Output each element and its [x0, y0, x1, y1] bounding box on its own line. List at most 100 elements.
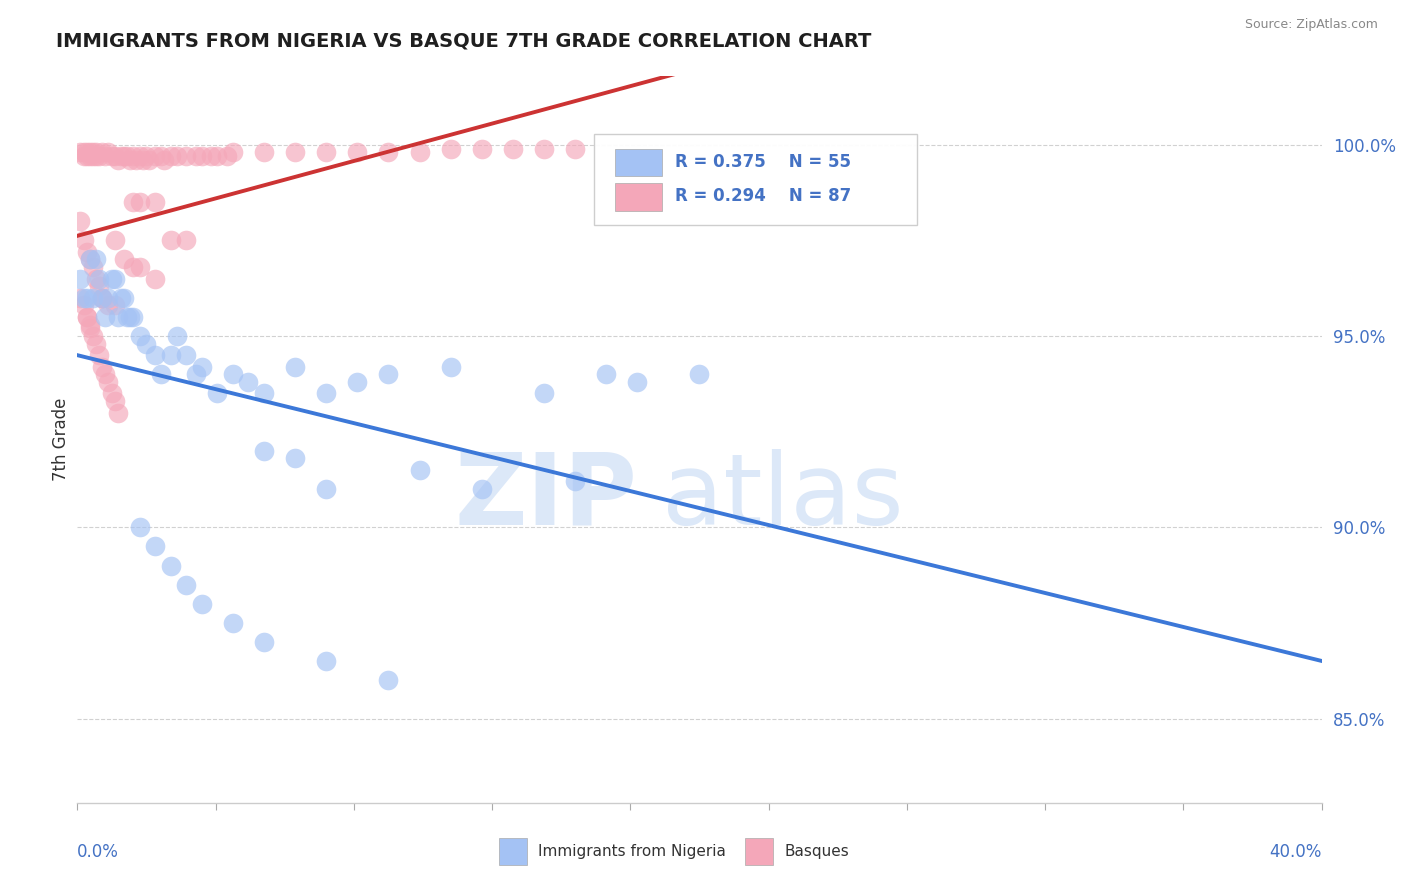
Point — [115, 149, 138, 163]
Point — [87, 271, 110, 285]
Point — [131, 153, 153, 167]
Text: Immigrants from Nigeria: Immigrants from Nigeria — [538, 845, 727, 859]
Point — [166, 149, 188, 163]
Point — [76, 149, 98, 163]
Point — [174, 577, 197, 591]
Point — [377, 368, 399, 382]
Point — [135, 149, 157, 163]
Point — [184, 149, 207, 163]
Point — [82, 260, 104, 274]
Text: Source: ZipAtlas.com: Source: ZipAtlas.com — [1244, 18, 1378, 31]
Point — [200, 149, 222, 163]
Point — [143, 149, 166, 163]
Point — [689, 368, 711, 382]
Point — [79, 145, 101, 160]
Point — [159, 149, 181, 163]
Point — [72, 145, 94, 160]
Text: IMMIGRANTS FROM NIGERIA VS BASQUE 7TH GRADE CORRELATION CHART: IMMIGRANTS FROM NIGERIA VS BASQUE 7TH GR… — [56, 31, 872, 50]
Point — [84, 336, 107, 351]
Point — [174, 233, 197, 247]
Point — [82, 145, 104, 160]
Point — [84, 271, 107, 285]
Point — [84, 145, 107, 160]
Point — [91, 145, 114, 160]
Point — [97, 291, 120, 305]
Point — [253, 443, 276, 458]
Point — [122, 260, 145, 274]
Point — [72, 298, 94, 312]
Point — [284, 359, 307, 374]
FancyBboxPatch shape — [593, 134, 917, 225]
Point — [104, 271, 127, 285]
Point — [143, 271, 166, 285]
Point — [100, 386, 122, 401]
Point — [143, 195, 166, 210]
Point — [315, 654, 337, 668]
Point — [174, 348, 197, 362]
Point — [408, 463, 430, 477]
Point — [97, 298, 120, 312]
Point — [76, 244, 98, 259]
Point — [143, 348, 166, 362]
Point — [120, 310, 142, 324]
Point — [94, 310, 117, 324]
Point — [128, 260, 150, 274]
Point — [120, 153, 142, 167]
Point — [69, 291, 91, 305]
Point — [408, 145, 430, 160]
Point — [150, 368, 173, 382]
Point — [153, 153, 176, 167]
Point — [159, 348, 181, 362]
Point — [87, 279, 110, 293]
Point — [191, 149, 214, 163]
Point — [104, 233, 127, 247]
Point — [122, 149, 145, 163]
Text: Basques: Basques — [785, 845, 849, 859]
Text: 0.0%: 0.0% — [77, 843, 120, 861]
Point — [377, 145, 399, 160]
Point — [143, 540, 166, 554]
Point — [253, 386, 276, 401]
Point — [346, 145, 368, 160]
Point — [76, 291, 98, 305]
Point — [315, 145, 337, 160]
Point — [128, 149, 150, 163]
Point — [100, 271, 122, 285]
Y-axis label: 7th Grade: 7th Grade — [52, 398, 70, 481]
Point — [87, 149, 110, 163]
Point — [346, 375, 368, 389]
Point — [626, 375, 648, 389]
Point — [94, 149, 117, 163]
Point — [184, 368, 207, 382]
Text: ZIP: ZIP — [454, 449, 637, 546]
Point — [215, 149, 238, 163]
Point — [122, 310, 145, 324]
Point — [69, 214, 91, 228]
Point — [191, 359, 214, 374]
Text: atlas: atlas — [662, 449, 904, 546]
Point — [128, 520, 150, 534]
Point — [284, 145, 307, 160]
Point — [253, 635, 276, 649]
Point — [87, 348, 110, 362]
Point — [72, 233, 94, 247]
Point — [82, 149, 104, 163]
Point — [100, 149, 122, 163]
Point — [79, 252, 101, 267]
Bar — [745, 838, 773, 865]
Point — [91, 291, 114, 305]
Point — [207, 386, 229, 401]
Point — [112, 149, 135, 163]
Point — [104, 149, 127, 163]
Point — [79, 252, 101, 267]
Point — [315, 386, 337, 401]
Point — [128, 329, 150, 343]
Point — [112, 252, 135, 267]
FancyBboxPatch shape — [614, 148, 662, 176]
Point — [107, 153, 129, 167]
Point — [128, 195, 150, 210]
Point — [238, 375, 260, 389]
Text: R = 0.375    N = 55: R = 0.375 N = 55 — [675, 153, 851, 170]
Point — [564, 141, 586, 155]
Point — [150, 149, 173, 163]
